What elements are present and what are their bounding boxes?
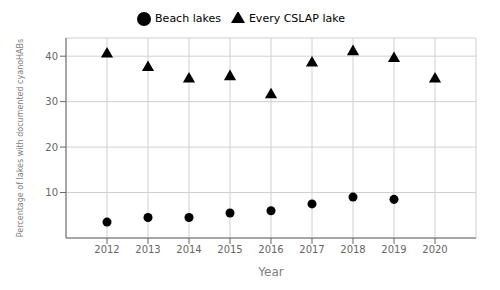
svg-text:30: 30 [45, 96, 58, 107]
svg-text:10: 10 [45, 187, 58, 198]
svg-text:2020: 2020 [422, 244, 447, 255]
svg-text:2016: 2016 [258, 244, 283, 255]
svg-text:2017: 2017 [299, 244, 324, 255]
svg-text:2018: 2018 [340, 244, 365, 255]
html-text:Every CSLAP lake: Every CSLAP lake [248, 12, 345, 25]
svg-text:2012: 2012 [94, 244, 119, 255]
svg-text:40: 40 [45, 51, 58, 62]
html-text:Beach lakes: Beach lakes [155, 12, 221, 25]
svg-text:2015: 2015 [217, 244, 242, 255]
svg-text:2013: 2013 [135, 244, 160, 255]
svg-text:2019: 2019 [381, 244, 406, 255]
svg-text:Year: Year [257, 265, 283, 279]
svg-text:Percentage of lakes with docum: Percentage of lakes with documented cyan… [16, 39, 25, 237]
svg-text:2014: 2014 [176, 244, 201, 255]
svg-text:20: 20 [45, 142, 58, 153]
